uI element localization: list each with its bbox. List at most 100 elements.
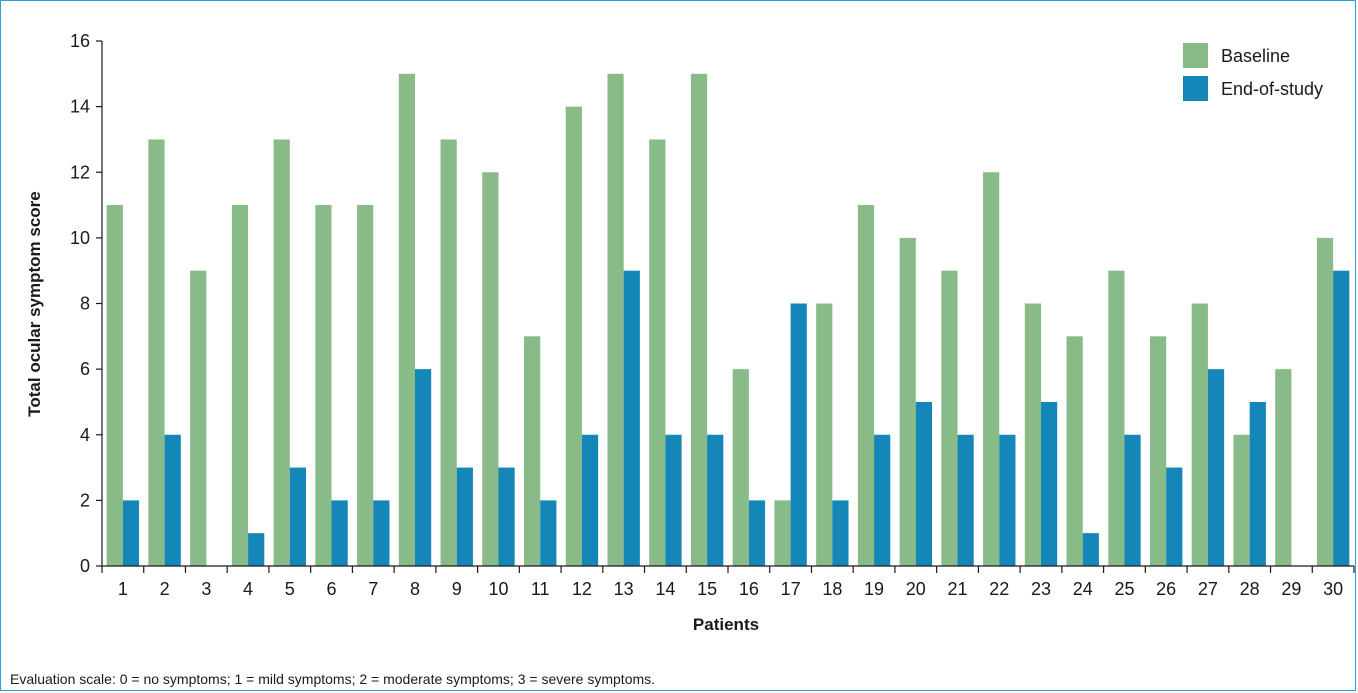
bar-baseline-patient-3 [190,270,207,566]
bar-end-of-study-patient-23 [1041,401,1058,566]
bar-baseline-patient-20 [899,237,916,567]
bar-end-of-study-patient-13 [623,270,640,566]
y-tick-label: 4 [80,425,90,445]
legend-swatch-baseline [1183,43,1208,68]
bar-end-of-study-patient-14 [665,434,682,566]
bar-baseline-patient-10 [482,172,499,566]
x-tick-label: 24 [1073,579,1093,599]
bar-end-of-study-patient-12 [581,434,599,566]
x-tick-label: 15 [697,579,717,599]
x-tick-label: 9 [452,579,462,599]
bar-baseline-patient-6 [315,205,332,566]
bar-baseline-patient-13 [607,73,624,566]
bar-end-of-study-patient-15 [707,434,724,566]
bar-end-of-study-patient-1 [122,500,140,567]
bar-end-of-study-patient-27 [1207,369,1225,567]
bar-end-of-study-patient-2 [164,434,181,566]
x-tick-label: 2 [160,579,170,599]
x-tick-label: 19 [864,579,884,599]
y-tick-label: 10 [70,228,90,248]
footnote: Evaluation scale: 0 = no symptoms; 1 = m… [10,671,656,687]
bar-baseline-patient-30 [1316,237,1334,567]
bar-baseline-patient-18 [816,303,833,566]
bar-baseline-patient-29 [1275,369,1292,567]
axes-group [96,40,1355,573]
x-tick-label: 6 [327,579,337,599]
x-tick-label: 13 [614,579,634,599]
x-tick-label: 16 [739,579,759,599]
bar-end-of-study-patient-18 [832,500,849,567]
bar-baseline-patient-21 [941,270,958,566]
bar-baseline-patient-2 [148,139,165,566]
bar-baseline-patient-16 [732,369,749,567]
x-tick-label: 11 [531,579,550,599]
legend-swatch-end-of-study [1183,76,1208,101]
bar-end-of-study-patient-17 [790,303,807,566]
x-axis-title: Patients [693,615,759,634]
x-tick-label: 30 [1323,579,1343,599]
legend-label-end-of-study: End-of-study [1221,79,1323,99]
y-tick-label: 8 [80,294,90,314]
bar-baseline-patient-9 [440,139,457,566]
y-axis-title: Total ocular symptom score [25,191,44,416]
x-tick-label: 3 [201,579,211,599]
x-tick-label: 10 [488,579,508,599]
bar-end-of-study-patient-22 [999,434,1016,566]
bar-baseline-patient-28 [1233,434,1250,566]
bar-end-of-study-patient-7 [373,500,390,567]
bar-baseline-patient-7 [357,205,374,566]
bar-end-of-study-patient-10 [498,467,515,566]
bar-baseline-patient-4 [231,205,249,566]
bar-baseline-patient-12 [565,106,582,567]
x-tick-label: 4 [243,579,253,599]
y-tick-label: 16 [70,31,90,51]
bar-baseline-patient-27 [1191,303,1208,566]
bar-baseline-patient-25 [1108,270,1125,566]
x-tick-label: 14 [655,579,675,599]
bar-end-of-study-patient-19 [874,434,891,566]
x-tick-label: 27 [1198,579,1218,599]
bar-baseline-patient-19 [857,205,875,566]
bar-baseline-patient-23 [1024,303,1041,566]
x-tick-label: 5 [285,579,295,599]
bar-baseline-patient-26 [1150,336,1167,566]
bar-end-of-study-patient-26 [1166,467,1183,566]
bar-end-of-study-patient-5 [289,467,306,566]
x-tick-label: 26 [1156,579,1176,599]
bar-baseline-patient-22 [983,172,1000,566]
y-tick-label: 12 [70,162,90,182]
x-tick-label: 20 [906,579,926,599]
x-tick-label: 22 [989,579,1009,599]
legend: Baseline End-of-study [1183,43,1323,101]
bar-end-of-study-patient-30 [1333,270,1350,566]
bar-end-of-study-patient-16 [748,500,766,567]
x-tick-label: 28 [1240,579,1260,599]
bar-end-of-study-patient-21 [957,434,974,566]
bar-baseline-patient-5 [273,139,290,566]
x-tick-label: 17 [781,579,801,599]
bar-end-of-study-patient-11 [540,500,557,567]
y-tick-label: 6 [80,359,90,379]
bar-end-of-study-patient-24 [1082,533,1099,566]
y-tick-label: 14 [70,97,90,117]
legend-label-baseline: Baseline [1221,46,1290,66]
x-tick-label: 1 [118,579,128,599]
bar-end-of-study-patient-9 [456,467,473,566]
bar-end-of-study-patient-28 [1249,401,1266,566]
bars-group [106,73,1350,567]
x-tick-label: 8 [410,579,420,599]
x-tick-label: 25 [1114,579,1134,599]
y-tick-label: 0 [80,556,90,576]
bar-baseline-patient-14 [649,139,666,566]
x-tick-label: 21 [948,579,968,599]
bar-baseline-patient-24 [1066,336,1083,566]
bar-baseline-patient-11 [524,336,541,566]
x-tick-label: 12 [572,579,592,599]
x-tick-label: 23 [1031,579,1051,599]
bar-baseline-patient-1 [106,205,123,566]
x-tick-label: 29 [1281,579,1301,599]
bar-end-of-study-patient-6 [331,500,348,567]
